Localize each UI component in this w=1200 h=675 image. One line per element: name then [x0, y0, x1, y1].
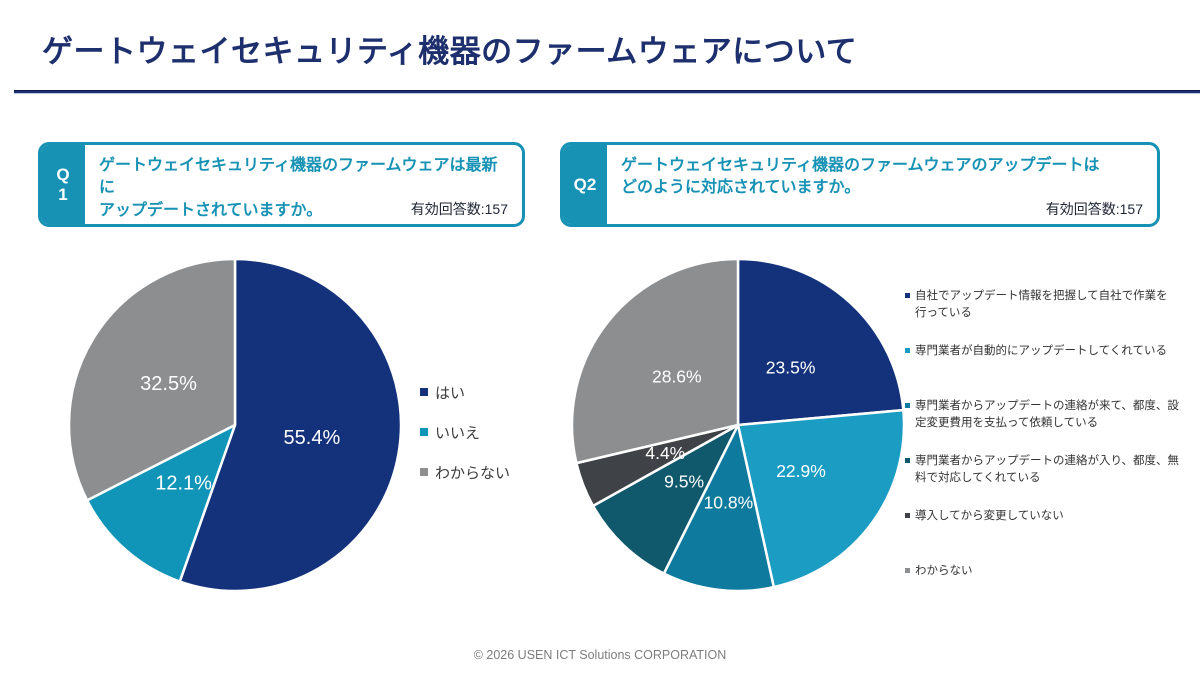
legend-label: 専門業者からアップデートの連絡が入り、都度、無 料で対応してくれている: [915, 455, 1180, 485]
pie-slice-q1-2: [67, 257, 237, 502]
q1-badge: Q 1: [41, 145, 85, 224]
legend-swatch-icon: [905, 568, 910, 573]
legend-item: はい: [420, 372, 510, 412]
pie-value-label: 10.8%: [704, 492, 754, 512]
legend-swatch-icon: [420, 388, 428, 396]
legend-swatch-icon: [420, 428, 428, 436]
q2-valid-responses: 有効回答数:157: [1045, 201, 1143, 217]
pie-slice-q2-0: [736, 257, 905, 427]
pie-value-label: 9.5%: [664, 471, 704, 491]
q1-pie-chart: 55.4% 12.1% 32.5%: [67, 257, 403, 593]
q1-valid-responses: 有効回答数:157: [410, 201, 508, 217]
question-box-q1: Q 1 ゲートウェイセキュリティ機器のファームウェアは最新に アップデートされて…: [38, 142, 525, 227]
legend-item: 導入してから変更していない: [905, 508, 1200, 563]
legend-item: 専門業者が自動的にアップデートしてくれている: [905, 343, 1200, 398]
legend-swatch-icon: [905, 403, 910, 408]
pie-slice-q2-2: [662, 423, 776, 593]
pie-value-label: 4.4%: [645, 443, 685, 463]
pie-slice-q1-1: [85, 423, 237, 583]
q1-text: ゲートウェイセキュリティ機器のファームウェアは最新に アップデートされていますか…: [99, 157, 498, 219]
legend-item: わからない: [905, 563, 1200, 618]
q2-pie-chart: 23.5% 22.9% 10.8%9.5% 4.4% 28.6%: [570, 257, 906, 593]
pie-value-label: 22.9%: [776, 461, 826, 481]
page-title: ゲートウェイセキュリティ機器のファームウェアについて: [42, 34, 858, 69]
q2-text: ゲートウェイセキュリティ機器のファームウェアのアップデートは どのように対応され…: [621, 157, 1100, 197]
legend-label: 専門業者からアップデートの連絡が来て、都度、設 定変更費用を支払って依頼している: [915, 400, 1179, 430]
legend-item: 専門業者からアップデートの連絡が入り、都度、無 料で対応してくれている: [905, 453, 1200, 508]
legend-item: 自社でアップデート情報を把握して自社で作業を 行っている: [905, 288, 1200, 343]
pie-value-label: 55.4%: [284, 427, 341, 449]
legend-label: 専門業者が自動的にアップデートしてくれている: [915, 345, 1167, 357]
legend-swatch-icon: [905, 293, 910, 298]
legend-swatch-icon: [420, 468, 428, 476]
legend-label: わからない: [915, 565, 973, 577]
q2-body: ゲートウェイセキュリティ機器のファームウェアのアップデートは どのように対応され…: [607, 145, 1157, 224]
legend-label: 導入してから変更していない: [915, 510, 1064, 522]
legend-item: わからない: [420, 452, 510, 492]
q2-badge: Q2: [563, 145, 607, 224]
pie-slice-q2-5: [570, 257, 740, 465]
legend-item: いいえ: [420, 412, 510, 452]
question-box-q2: Q2 ゲートウェイセキュリティ機器のファームウェアのアップデートは どのように対…: [560, 142, 1160, 227]
pie-slice-q2-3: [591, 423, 740, 575]
pie-value-label: 28.6%: [652, 367, 702, 387]
pie-value-label: 32.5%: [140, 373, 197, 395]
legend-label: わからない: [435, 464, 511, 482]
pie-slice-q2-1: [736, 408, 906, 589]
footer-copyright: © 2026 USEN ICT Solutions CORPORATION: [473, 648, 727, 662]
q1-legend: はいいいえわからない: [420, 372, 510, 492]
legend-swatch-icon: [905, 348, 910, 353]
title-divider: [14, 90, 1200, 94]
legend-label: はい: [435, 384, 466, 402]
legend-label: いいえ: [435, 424, 481, 442]
legend-swatch-icon: [905, 458, 910, 463]
pie-value-label: 23.5%: [766, 357, 816, 377]
legend-swatch-icon: [905, 513, 910, 518]
legend-label: 自社でアップデート情報を把握して自社で作業を 行っている: [915, 290, 1168, 320]
q2-legend: 自社でアップデート情報を把握して自社で作業を 行っている専門業者が自動的にアップ…: [905, 288, 1200, 618]
pie-value-label: 12.1%: [155, 473, 212, 495]
q1-body: ゲートウェイセキュリティ機器のファームウェアは最新に アップデートされていますか…: [85, 145, 522, 224]
legend-item: 専門業者からアップデートの連絡が来て、都度、設 定変更費用を支払って依頼している: [905, 398, 1200, 453]
